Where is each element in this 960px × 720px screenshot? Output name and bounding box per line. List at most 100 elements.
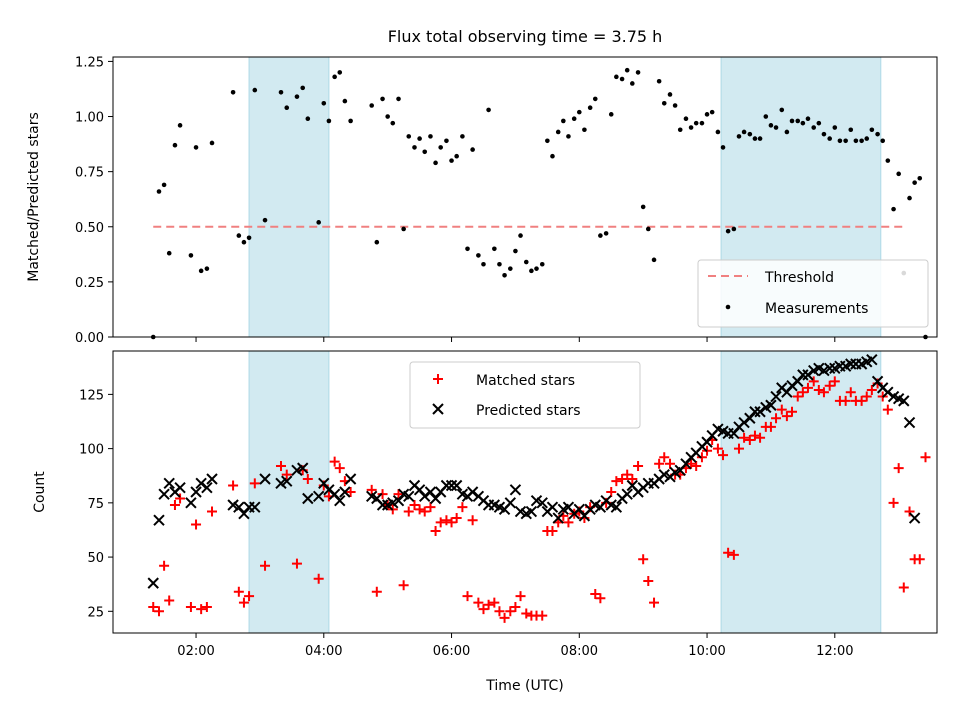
matched-star-point: [664, 458, 675, 469]
matched-star-point: [478, 604, 489, 615]
predicted-star-point: [163, 477, 175, 490]
predicted-star-point: [765, 399, 777, 411]
matched-star-point: [627, 473, 638, 484]
matched-star-point: [606, 487, 617, 497]
measurement-point: [539, 261, 545, 267]
matched-star-point: [238, 597, 249, 608]
measurement-point: [645, 226, 651, 232]
measurement-point: [246, 235, 252, 241]
y-tick-label: 100: [79, 443, 104, 458]
measurement-point: [709, 109, 715, 115]
measurement-point: [460, 134, 465, 139]
matched-star-point: [430, 526, 441, 537]
matched-star-point: [744, 434, 755, 445]
matched-star-point: [435, 517, 446, 528]
matched-star-point: [345, 487, 356, 497]
measurement-point: [508, 266, 513, 271]
measurement-point: [789, 118, 795, 124]
matched-star-point: [462, 591, 473, 602]
measurement-point: [576, 109, 582, 115]
measurement-point: [374, 239, 380, 245]
matched-star-point: [302, 473, 313, 484]
measurement-point: [779, 107, 785, 113]
matched-star-point: [728, 549, 739, 560]
measurement-point: [369, 103, 374, 108]
matched-star-point: [489, 597, 500, 608]
y-tick-label: 0.75: [75, 166, 104, 181]
legend-predicted-swatch: [432, 403, 444, 415]
measurement-point: [428, 134, 433, 139]
measurement-point: [582, 127, 587, 133]
bottom-y-axis-label: Count: [32, 471, 48, 513]
matched-star-point: [451, 513, 462, 524]
predicted-star-point: [823, 362, 836, 375]
matched-star-point: [483, 599, 494, 610]
legend-measurement-swatch: [725, 304, 731, 310]
matched-star-point: [409, 500, 420, 511]
measurement-point: [725, 228, 731, 234]
matched-star-point: [275, 460, 286, 471]
predicted-star-point: [249, 501, 261, 513]
measurement-point: [481, 261, 486, 267]
predicted-star-point: [797, 369, 809, 381]
matched-star-point: [494, 606, 505, 617]
predicted-star-point: [281, 475, 293, 487]
measurement-point: [630, 81, 635, 86]
measurement-point: [661, 100, 667, 106]
predicted-star-point: [546, 501, 559, 513]
matched-star-point: [148, 601, 159, 612]
measurement-point: [278, 89, 284, 95]
measurement-point: [843, 138, 848, 144]
measurement-point: [236, 233, 242, 238]
measurement-point: [476, 253, 481, 258]
matched-star-point: [281, 469, 292, 480]
measurement-point: [406, 134, 412, 139]
matched-star-point: [696, 452, 707, 463]
predicted-star-point: [504, 497, 517, 509]
measurement-point: [603, 231, 609, 236]
matched-star-point: [904, 506, 915, 517]
measurement-point: [693, 120, 699, 126]
legend-matched-label: Matched stars: [476, 373, 575, 389]
measurement-point: [736, 134, 742, 139]
shaded-interval-1: [720, 350, 882, 634]
measurement-point: [816, 120, 822, 126]
matched-star-point: [792, 391, 803, 402]
measurement-point: [917, 175, 923, 181]
top-y-axis-label: Matched/Predicted stars: [26, 112, 42, 282]
measurement-point: [651, 257, 657, 263]
x-tick-label: 04:00: [305, 644, 342, 659]
matched-star-point: [196, 604, 207, 615]
measurement-point: [731, 226, 737, 232]
predicted-star-point: [190, 486, 202, 498]
measurement-point: [241, 239, 247, 245]
y-tick-label: 0.25: [75, 276, 104, 291]
predicted-star-point: [206, 473, 218, 485]
predicted-star-point: [158, 488, 170, 500]
matched-star-point: [164, 595, 175, 606]
predicted-star-point: [174, 481, 186, 494]
legend-matched-swatch: [433, 374, 443, 384]
matched-star-point: [446, 517, 457, 528]
y-tick-label: 0.00: [75, 331, 104, 346]
measurement-point: [342, 98, 348, 104]
measurement-point: [449, 158, 454, 163]
measurement-point: [635, 70, 641, 75]
measurement-point: [614, 74, 619, 80]
matched-star-point: [403, 506, 414, 517]
predicted-star-point: [147, 577, 159, 589]
predicted-star-point: [403, 490, 415, 503]
matched-star-point: [712, 443, 723, 454]
matched-star-point: [153, 606, 164, 617]
measurement-point: [188, 253, 194, 258]
measurement-point: [177, 123, 183, 128]
top-x-ticks: [195, 337, 836, 342]
y-tick-label: 1.25: [75, 55, 104, 70]
measurement-point: [166, 250, 172, 256]
matched-star-point: [329, 456, 340, 467]
matched-star-point: [563, 517, 574, 528]
top-axes-frame: [112, 56, 938, 338]
predicted-star-point: [450, 479, 463, 492]
measurement-point: [672, 103, 678, 108]
